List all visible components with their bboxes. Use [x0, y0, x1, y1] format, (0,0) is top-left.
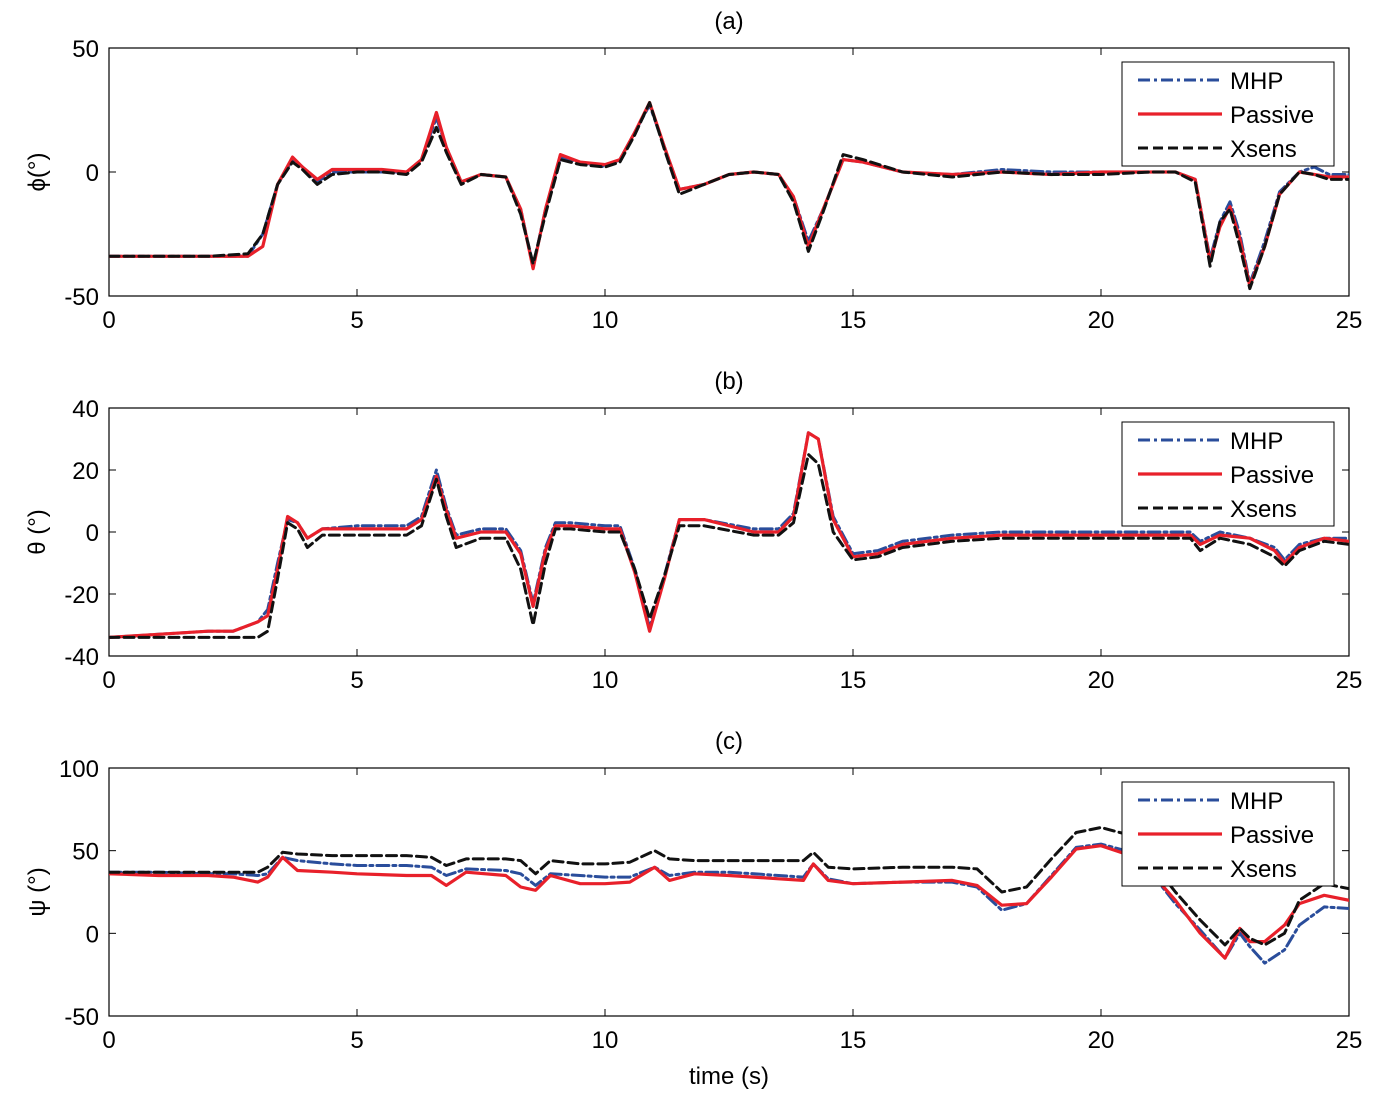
x-tick-label: 0: [102, 307, 115, 334]
series-line-xsens: [109, 826, 1349, 947]
legend-label-passive: Passive: [1230, 822, 1314, 849]
legend-label-mhp: MHP: [1230, 788, 1283, 815]
x-tick-label: 20: [1088, 667, 1115, 694]
x-tick-label: 10: [592, 667, 619, 694]
legend: MHP Passive Xsens: [1121, 781, 1335, 887]
y-tick-label: -20: [64, 582, 99, 609]
x-tick-label: 15: [840, 307, 867, 334]
panel-title: (b): [714, 368, 743, 395]
y-tick-label: 20: [72, 458, 99, 485]
x-tick-label: 25: [1336, 667, 1363, 694]
x-tick-label: 20: [1088, 1027, 1115, 1054]
legend-label-xsens: Xsens: [1230, 856, 1297, 883]
y-tick-label: 100: [59, 756, 99, 783]
y-tick-label: -50: [64, 1004, 99, 1031]
x-tick-label: 15: [840, 1027, 867, 1054]
series-line-passive: [109, 844, 1349, 960]
x-tick-label: 0: [102, 667, 115, 694]
x-tick-label: 5: [350, 1027, 363, 1054]
legend: MHP Passive Xsens: [1121, 61, 1335, 167]
y-tick-label: 0: [86, 160, 99, 187]
x-tick-label: 5: [350, 307, 363, 334]
x-axis-label: time (s): [689, 1063, 769, 1090]
y-tick-label: 0: [86, 921, 99, 948]
x-tick-label: 0: [102, 1027, 115, 1054]
series-line-passive: [109, 431, 1349, 640]
panel-title: (a): [714, 8, 743, 35]
x-tick-label: 25: [1336, 307, 1363, 334]
series-line-xsens: [109, 101, 1349, 291]
legend-label-passive: Passive: [1230, 462, 1314, 489]
y-tick-label: 40: [72, 396, 99, 423]
y-tick-label: 0: [86, 520, 99, 547]
x-tick-label: 10: [592, 307, 619, 334]
y-tick-label: -50: [64, 284, 99, 311]
x-tick-label: 5: [350, 667, 363, 694]
x-tick-label: 15: [840, 667, 867, 694]
y-tick-label: 50: [72, 36, 99, 63]
y-tick-label: -40: [64, 644, 99, 671]
panel-2: 0 5 10 15 20 25 -40 -20 0 20 40 (b) θ (°) MHP Passive X…: [24, 368, 1362, 694]
legend-label-xsens: Xsens: [1230, 136, 1297, 163]
y-tick-label: 50: [72, 839, 99, 866]
legend-label-passive: Passive: [1230, 102, 1314, 129]
x-tick-label: 25: [1336, 1027, 1363, 1054]
x-tick-label: 20: [1088, 307, 1115, 334]
y-axis-label: ψ (°): [24, 867, 51, 916]
legend-label-xsens: Xsens: [1230, 496, 1297, 523]
legend-label-mhp: MHP: [1230, 68, 1283, 95]
x-tick-label: 10: [592, 1027, 619, 1054]
series-line-xsens: [109, 453, 1349, 639]
legend-label-mhp: MHP: [1230, 428, 1283, 455]
legend: MHP Passive Xsens: [1121, 421, 1335, 527]
y-axis-label: ϕ(°): [24, 152, 51, 191]
y-axis-label: θ (°): [24, 509, 51, 555]
panel-title: (c): [715, 728, 743, 755]
